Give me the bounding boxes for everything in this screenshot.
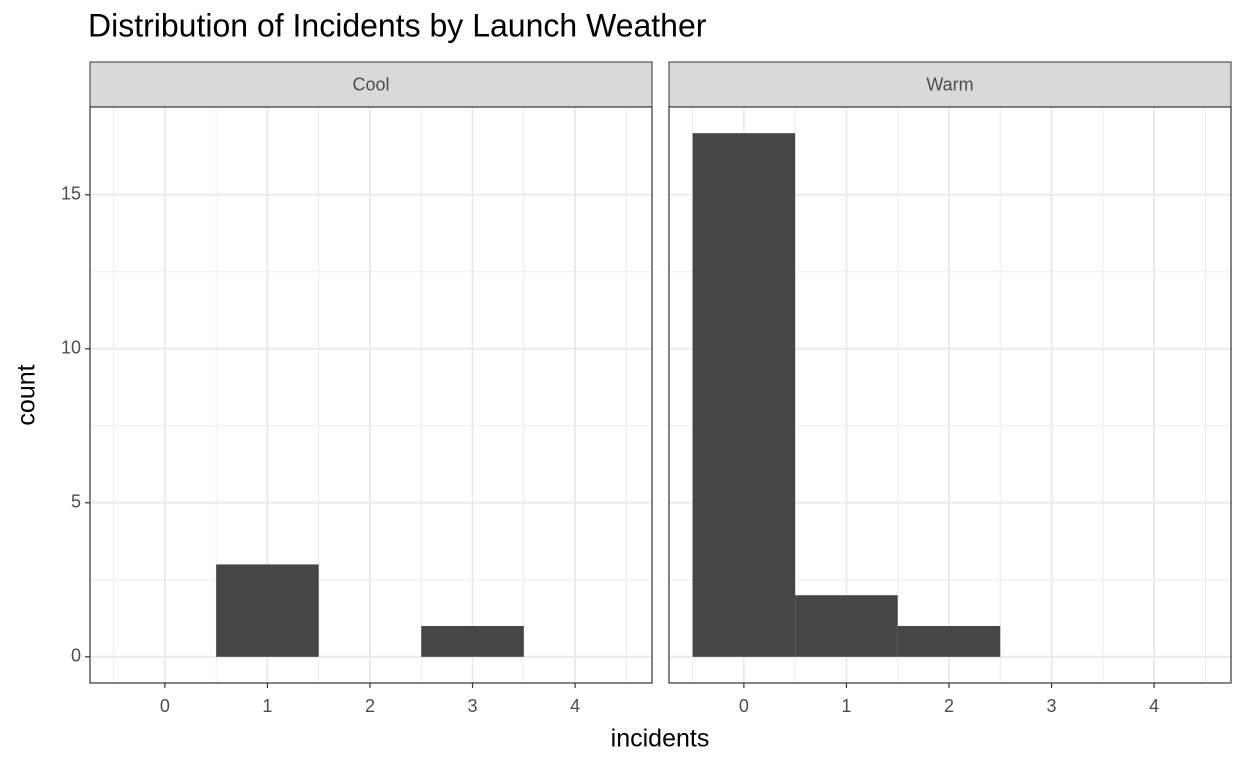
x-tick-label: 3 [1047, 696, 1057, 716]
bar [692, 133, 796, 657]
x-tick-label: 0 [160, 696, 170, 716]
x-tick-label: 1 [262, 696, 272, 716]
y-tick-label: 5 [71, 492, 81, 512]
y-axis-label: count [13, 364, 41, 425]
x-axis-label: incidents [611, 725, 710, 753]
facet-strip [668, 61, 1232, 108]
x-tick-label: 0 [739, 696, 749, 716]
y-tick-label: 10 [61, 338, 81, 358]
bar [421, 626, 524, 657]
panel-background [90, 107, 652, 683]
y-tick-label: 0 [71, 646, 81, 666]
bar [897, 626, 1001, 657]
x-tick-label: 1 [841, 696, 851, 716]
x-tick-label: 4 [1149, 696, 1159, 716]
x-tick-label: 2 [944, 696, 954, 716]
x-tick-label: 2 [365, 696, 375, 716]
facet-label: Warm [926, 74, 973, 94]
bar [216, 564, 319, 657]
y-tick-label: 15 [61, 184, 81, 204]
panel-border [89, 106, 653, 684]
x-tick-label: 4 [570, 696, 580, 716]
chart-title: Distribution of Incidents by Launch Weat… [88, 7, 707, 43]
panel-border [668, 106, 1232, 684]
bar [795, 595, 898, 657]
facet-strip [89, 61, 653, 108]
facet-label: Cool [352, 74, 389, 94]
x-tick-label: 3 [468, 696, 478, 716]
